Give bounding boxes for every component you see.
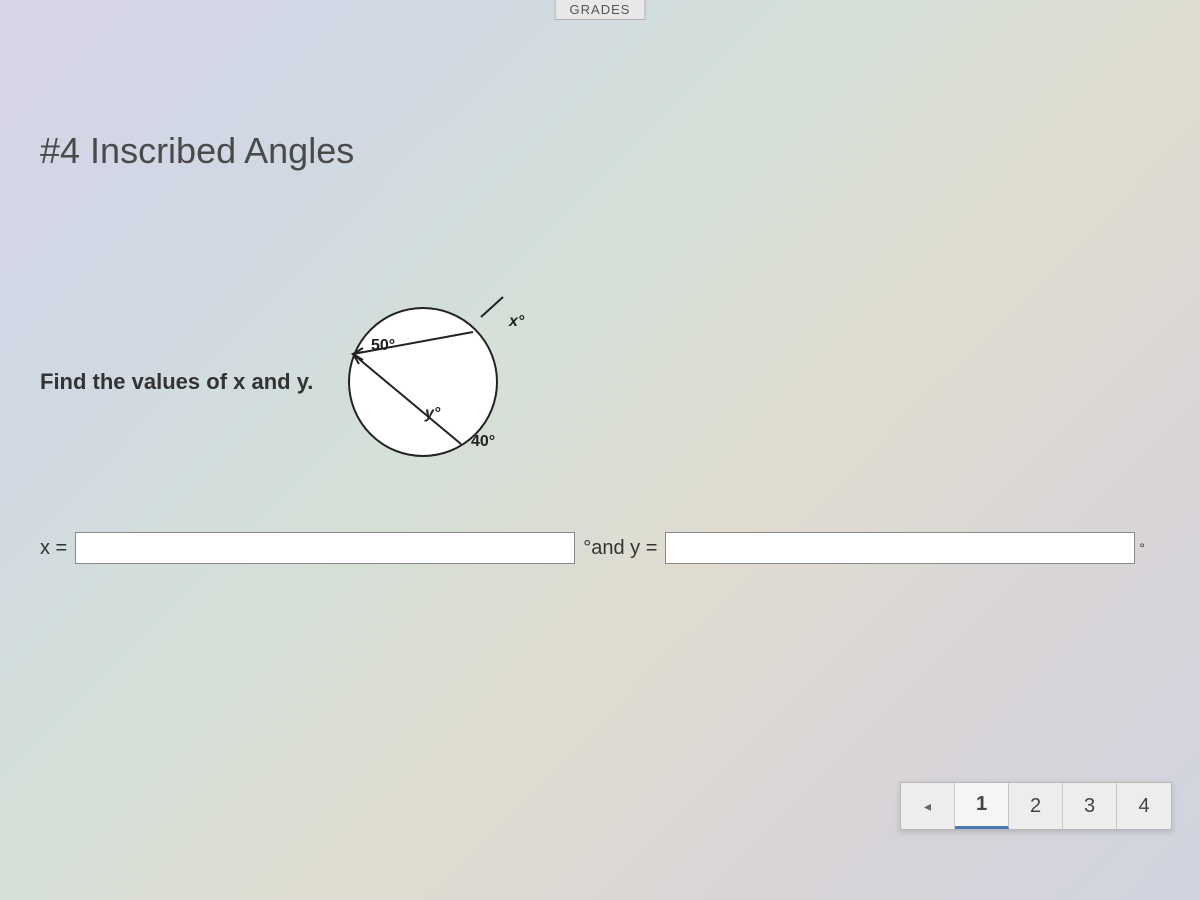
page-2-button[interactable]: 2 — [1009, 783, 1063, 829]
content-area: #4 Inscribed Angles Find the values of x… — [0, 0, 1200, 564]
page-3-button[interactable]: 3 — [1063, 783, 1117, 829]
y-value-input[interactable] — [665, 532, 1135, 564]
page-1-button[interactable]: 1 — [955, 783, 1009, 829]
label-fifty: 50° — [371, 337, 395, 354]
problem-title: #4 Inscribed Angles — [40, 130, 1160, 172]
x-equals-label: x = — [40, 537, 67, 560]
circle-diagram-svg: x° 50° y° 40° — [333, 292, 553, 472]
label-forty: 40° — [471, 433, 495, 450]
problem-instruction: Find the values of x and y. — [40, 369, 313, 395]
pagination-bar: ◂ 1 2 3 4 — [900, 782, 1172, 830]
top-tab-fragment: GRADES — [555, 0, 646, 20]
geometry-diagram: x° 50° y° 40° — [333, 292, 533, 472]
answer-row: x = °and y = ° — [40, 532, 1160, 564]
degree-and-y-label: °and y = — [583, 537, 657, 560]
x-value-input[interactable] — [75, 532, 575, 564]
trailing-degree: ° — [1139, 540, 1145, 556]
label-y: y° — [424, 405, 441, 422]
page-4-button[interactable]: 4 — [1117, 783, 1171, 829]
prev-page-button[interactable]: ◂ — [901, 783, 955, 829]
label-x: x° — [508, 313, 525, 330]
problem-row: Find the values of x and y. x° 50° y° 40… — [40, 292, 1160, 472]
tangent-line — [481, 297, 503, 317]
